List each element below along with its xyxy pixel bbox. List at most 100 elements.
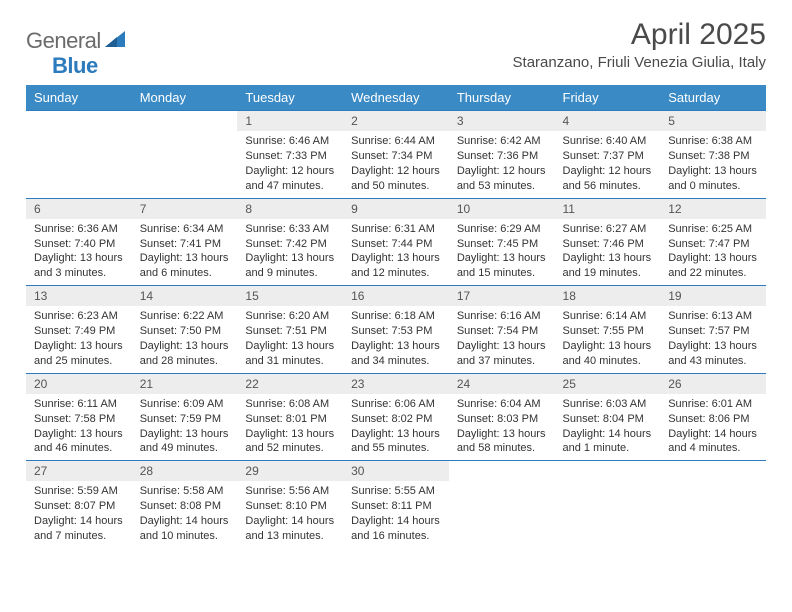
calendar-cell: 24Sunrise: 6:04 AMSunset: 8:03 PMDayligh… <box>449 373 555 461</box>
day-number: 12 <box>660 198 766 219</box>
daylight-text: Daylight: 12 hours and 53 minutes. <box>457 164 547 194</box>
calendar-row: 6Sunrise: 6:36 AMSunset: 7:40 PMDaylight… <box>26 198 766 286</box>
day-details: Sunrise: 6:14 AMSunset: 7:55 PMDaylight:… <box>555 306 661 372</box>
sunset-text: Sunset: 7:45 PM <box>457 237 547 252</box>
sunset-text: Sunset: 8:11 PM <box>351 499 441 514</box>
sunset-text: Sunset: 8:02 PM <box>351 412 441 427</box>
day-details: Sunrise: 6:46 AMSunset: 7:33 PMDaylight:… <box>237 131 343 197</box>
sunset-text: Sunset: 7:50 PM <box>140 324 230 339</box>
day-number: 1 <box>237 110 343 131</box>
sunset-text: Sunset: 7:33 PM <box>245 149 335 164</box>
calendar-cell: 12Sunrise: 6:25 AMSunset: 7:47 PMDayligh… <box>660 198 766 286</box>
sunset-text: Sunset: 7:55 PM <box>563 324 653 339</box>
calendar-row: 20Sunrise: 6:11 AMSunset: 7:58 PMDayligh… <box>26 373 766 461</box>
day-number <box>26 110 132 115</box>
calendar-cell: 14Sunrise: 6:22 AMSunset: 7:50 PMDayligh… <box>132 285 238 373</box>
col-friday: Friday <box>555 85 661 110</box>
day-details: Sunrise: 6:20 AMSunset: 7:51 PMDaylight:… <box>237 306 343 372</box>
day-details: Sunrise: 6:18 AMSunset: 7:53 PMDaylight:… <box>343 306 449 372</box>
day-number: 18 <box>555 285 661 306</box>
daylight-text: Daylight: 13 hours and 28 minutes. <box>140 339 230 369</box>
daylight-text: Daylight: 14 hours and 10 minutes. <box>140 514 230 544</box>
col-thursday: Thursday <box>449 85 555 110</box>
col-tuesday: Tuesday <box>237 85 343 110</box>
day-number: 17 <box>449 285 555 306</box>
calendar-cell: 25Sunrise: 6:03 AMSunset: 8:04 PMDayligh… <box>555 373 661 461</box>
sunrise-text: Sunrise: 5:58 AM <box>140 484 230 499</box>
daylight-text: Daylight: 13 hours and 0 minutes. <box>668 164 758 194</box>
calendar-cell: 22Sunrise: 6:08 AMSunset: 8:01 PMDayligh… <box>237 373 343 461</box>
calendar-cell <box>660 460 766 548</box>
sunset-text: Sunset: 7:47 PM <box>668 237 758 252</box>
daylight-text: Daylight: 13 hours and 46 minutes. <box>34 427 124 457</box>
daylight-text: Daylight: 13 hours and 12 minutes. <box>351 251 441 281</box>
calendar-cell: 27Sunrise: 5:59 AMSunset: 8:07 PMDayligh… <box>26 460 132 548</box>
daylight-text: Daylight: 14 hours and 16 minutes. <box>351 514 441 544</box>
sunset-text: Sunset: 7:40 PM <box>34 237 124 252</box>
day-number: 4 <box>555 110 661 131</box>
sunrise-text: Sunrise: 6:18 AM <box>351 309 441 324</box>
title-block: April 2025 Staranzano, Friuli Venezia Gi… <box>513 18 766 71</box>
day-number: 7 <box>132 198 238 219</box>
sunrise-text: Sunrise: 6:40 AM <box>563 134 653 149</box>
location-text: Staranzano, Friuli Venezia Giulia, Italy <box>513 54 766 71</box>
day-details: Sunrise: 6:08 AMSunset: 8:01 PMDaylight:… <box>237 394 343 460</box>
daylight-text: Daylight: 12 hours and 47 minutes. <box>245 164 335 194</box>
sunset-text: Sunset: 8:08 PM <box>140 499 230 514</box>
day-details: Sunrise: 6:44 AMSunset: 7:34 PMDaylight:… <box>343 131 449 197</box>
day-details: Sunrise: 6:03 AMSunset: 8:04 PMDaylight:… <box>555 394 661 460</box>
day-details: Sunrise: 6:33 AMSunset: 7:42 PMDaylight:… <box>237 219 343 285</box>
daylight-text: Daylight: 13 hours and 15 minutes. <box>457 251 547 281</box>
daylight-text: Daylight: 13 hours and 25 minutes. <box>34 339 124 369</box>
sunset-text: Sunset: 7:54 PM <box>457 324 547 339</box>
calendar-cell: 19Sunrise: 6:13 AMSunset: 7:57 PMDayligh… <box>660 285 766 373</box>
day-number: 22 <box>237 373 343 394</box>
sunset-text: Sunset: 7:59 PM <box>140 412 230 427</box>
sunrise-text: Sunrise: 6:25 AM <box>668 222 758 237</box>
daylight-text: Daylight: 13 hours and 55 minutes. <box>351 427 441 457</box>
calendar-row: 13Sunrise: 6:23 AMSunset: 7:49 PMDayligh… <box>26 285 766 373</box>
day-number: 28 <box>132 460 238 481</box>
calendar-cell: 4Sunrise: 6:40 AMSunset: 7:37 PMDaylight… <box>555 110 661 198</box>
calendar-cell: 20Sunrise: 6:11 AMSunset: 7:58 PMDayligh… <box>26 373 132 461</box>
sunset-text: Sunset: 7:58 PM <box>34 412 124 427</box>
day-number: 11 <box>555 198 661 219</box>
day-number: 24 <box>449 373 555 394</box>
sunrise-text: Sunrise: 6:46 AM <box>245 134 335 149</box>
day-number <box>555 460 661 465</box>
day-number: 23 <box>343 373 449 394</box>
col-monday: Monday <box>132 85 238 110</box>
calendar-cell: 29Sunrise: 5:56 AMSunset: 8:10 PMDayligh… <box>237 460 343 548</box>
calendar-cell: 15Sunrise: 6:20 AMSunset: 7:51 PMDayligh… <box>237 285 343 373</box>
sunrise-text: Sunrise: 6:22 AM <box>140 309 230 324</box>
calendar-cell: 23Sunrise: 6:06 AMSunset: 8:02 PMDayligh… <box>343 373 449 461</box>
day-number: 13 <box>26 285 132 306</box>
day-number: 25 <box>555 373 661 394</box>
brand-logo: General <box>26 28 128 54</box>
day-details: Sunrise: 6:25 AMSunset: 7:47 PMDaylight:… <box>660 219 766 285</box>
sunset-text: Sunset: 7:53 PM <box>351 324 441 339</box>
sunset-text: Sunset: 8:01 PM <box>245 412 335 427</box>
day-details: Sunrise: 5:56 AMSunset: 8:10 PMDaylight:… <box>237 481 343 547</box>
sunset-text: Sunset: 7:46 PM <box>563 237 653 252</box>
sunrise-text: Sunrise: 6:36 AM <box>34 222 124 237</box>
calendar-body: 1Sunrise: 6:46 AMSunset: 7:33 PMDaylight… <box>26 110 766 548</box>
day-number: 10 <box>449 198 555 219</box>
day-number <box>449 460 555 465</box>
sunrise-text: Sunrise: 6:31 AM <box>351 222 441 237</box>
day-number: 21 <box>132 373 238 394</box>
calendar-cell <box>449 460 555 548</box>
sunset-text: Sunset: 8:10 PM <box>245 499 335 514</box>
day-number: 8 <box>237 198 343 219</box>
sunrise-text: Sunrise: 6:11 AM <box>34 397 124 412</box>
calendar-cell: 8Sunrise: 6:33 AMSunset: 7:42 PMDaylight… <box>237 198 343 286</box>
sunrise-text: Sunrise: 6:44 AM <box>351 134 441 149</box>
calendar-row: 27Sunrise: 5:59 AMSunset: 8:07 PMDayligh… <box>26 460 766 548</box>
calendar-cell <box>132 110 238 198</box>
day-details: Sunrise: 6:36 AMSunset: 7:40 PMDaylight:… <box>26 219 132 285</box>
month-title: April 2025 <box>513 18 766 52</box>
col-sunday: Sunday <box>26 85 132 110</box>
sunset-text: Sunset: 7:41 PM <box>140 237 230 252</box>
sunset-text: Sunset: 7:51 PM <box>245 324 335 339</box>
calendar-cell: 21Sunrise: 6:09 AMSunset: 7:59 PMDayligh… <box>132 373 238 461</box>
